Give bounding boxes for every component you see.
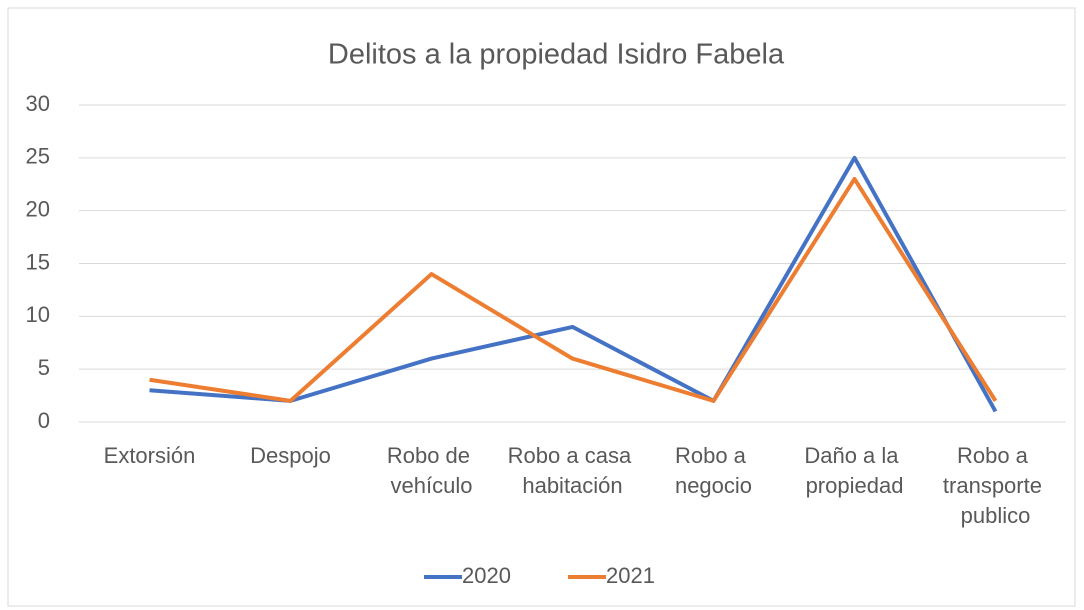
y-tick-label: 20	[26, 196, 50, 221]
x-tick-label: Robo a casa habitación	[508, 443, 638, 498]
x-tick-label: Daño a la propiedad	[804, 443, 904, 498]
line-series	[149, 176, 998, 403]
x-tick-label: Robo a transporte publico	[943, 443, 1048, 528]
y-tick-label: 0	[38, 408, 50, 433]
chart-frame	[7, 7, 1076, 607]
x-tick-label: Despojo	[250, 443, 331, 468]
y-tick-label: 5	[38, 355, 50, 380]
x-tick-label: Extorsión	[104, 443, 196, 468]
y-tick-label: 25	[26, 144, 50, 169]
y-tick-label: 10	[26, 302, 50, 327]
x-tick-label: Robo a negocio	[675, 443, 752, 498]
y-tick-label: 15	[26, 249, 50, 274]
legend-label: 2020	[462, 563, 511, 588]
y-tick-label: 30	[26, 91, 50, 116]
x-tick-label: Robo de vehículo	[387, 443, 476, 498]
legend-label: 2021	[606, 563, 655, 588]
chart-title: Delitos a la propiedad Isidro Fabela	[328, 39, 785, 71]
